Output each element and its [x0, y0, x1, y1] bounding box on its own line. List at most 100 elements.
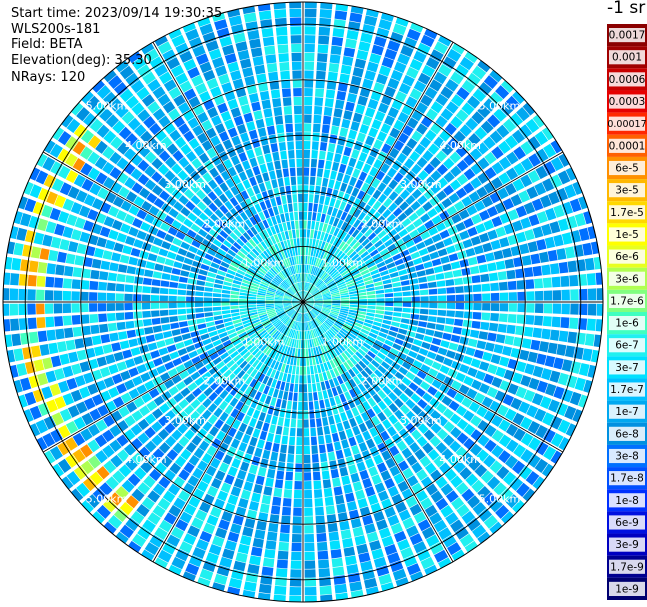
range-gate — [445, 101, 459, 114]
range-gate — [307, 383, 312, 393]
range-gate — [11, 257, 22, 271]
range-gate — [191, 158, 202, 169]
range-gate — [345, 319, 355, 325]
range-gate — [450, 71, 464, 85]
range-gate — [180, 327, 190, 334]
range-gate — [294, 303, 301, 310]
range-gate — [236, 269, 246, 276]
range-gate — [455, 372, 466, 383]
range-gate — [343, 350, 352, 359]
range-gate — [243, 276, 252, 282]
range-gate — [219, 556, 233, 568]
range-gate — [140, 372, 151, 383]
range-gate — [162, 330, 173, 339]
range-gate — [484, 439, 497, 453]
range-gate — [267, 271, 275, 278]
range-gate — [277, 242, 283, 251]
range-gate — [37, 402, 50, 417]
range-gate — [288, 309, 295, 316]
range-gate — [352, 241, 361, 250]
range-gate — [119, 524, 134, 539]
range-gate — [300, 238, 303, 247]
range-gate — [491, 161, 504, 175]
range-gate — [187, 475, 200, 487]
range-gate — [526, 405, 539, 418]
range-gate — [383, 283, 393, 289]
range-gate — [256, 304, 266, 307]
range-gate — [560, 275, 570, 287]
range-gate — [376, 73, 388, 85]
range-gate — [141, 352, 152, 362]
range-gate — [291, 311, 297, 319]
range-gate — [173, 201, 184, 212]
range-gate — [269, 514, 280, 524]
range-gate — [521, 255, 532, 266]
ray-111 — [167, 26, 302, 300]
range-gate — [417, 519, 431, 532]
range-gate — [194, 234, 205, 243]
range-gate — [99, 271, 109, 281]
range-gate — [132, 217, 143, 229]
range-gate — [339, 329, 348, 337]
range-gate — [403, 206, 414, 217]
range-gate — [190, 170, 201, 182]
range-gate — [352, 354, 361, 363]
range-gate — [504, 408, 517, 421]
range-gate — [340, 221, 348, 231]
range-gate — [57, 441, 71, 456]
range-gate — [394, 238, 404, 248]
range-gate — [298, 202, 303, 212]
range-gate — [319, 285, 327, 291]
range-gate — [186, 229, 197, 239]
range-gate — [320, 186, 327, 196]
ray-75 — [79, 303, 302, 515]
range-gate — [27, 303, 36, 315]
range-gate — [481, 196, 494, 208]
range-gate — [364, 354, 373, 363]
range-gate — [100, 333, 111, 344]
colorbar-label-bg — [609, 72, 645, 87]
range-gate — [300, 255, 303, 264]
range-gate — [344, 381, 353, 391]
range-gate — [289, 287, 296, 294]
range-gate — [367, 397, 377, 408]
range-gate — [203, 307, 213, 312]
range-gate — [335, 144, 344, 155]
range-gate — [169, 281, 179, 289]
range-gate — [253, 110, 263, 121]
range-gate — [236, 328, 246, 335]
range-gate — [367, 232, 377, 241]
range-gate — [310, 365, 314, 375]
range-gate — [151, 279, 161, 287]
range-gate — [96, 466, 110, 480]
range-gate — [440, 340, 450, 349]
colorbar-label: 0.00017 — [607, 119, 646, 130]
range-gate — [402, 124, 414, 137]
range-gate — [218, 519, 230, 531]
range-gate — [314, 303, 323, 307]
range-gate — [112, 470, 126, 484]
range-gate — [220, 352, 230, 360]
range-gate — [303, 304, 307, 313]
range-gate — [351, 187, 360, 197]
range-gate — [212, 257, 222, 265]
range-gate — [435, 323, 445, 331]
range-gate — [371, 119, 382, 130]
ray-4 — [303, 6, 380, 300]
range-gate — [412, 218, 423, 228]
range-gate — [516, 107, 530, 122]
range-gate — [401, 234, 412, 243]
range-gate — [293, 105, 302, 115]
range-gate — [213, 186, 223, 197]
range-gate — [331, 294, 341, 298]
range-gate — [490, 312, 499, 322]
range-gate — [419, 283, 428, 290]
range-gate — [497, 187, 509, 200]
range-gate — [34, 437, 48, 452]
range-gate — [527, 169, 541, 184]
range-gate — [539, 341, 549, 353]
range-gate — [234, 390, 244, 400]
range-gate — [369, 427, 379, 438]
range-gate — [420, 497, 433, 510]
range-gate — [405, 422, 416, 434]
